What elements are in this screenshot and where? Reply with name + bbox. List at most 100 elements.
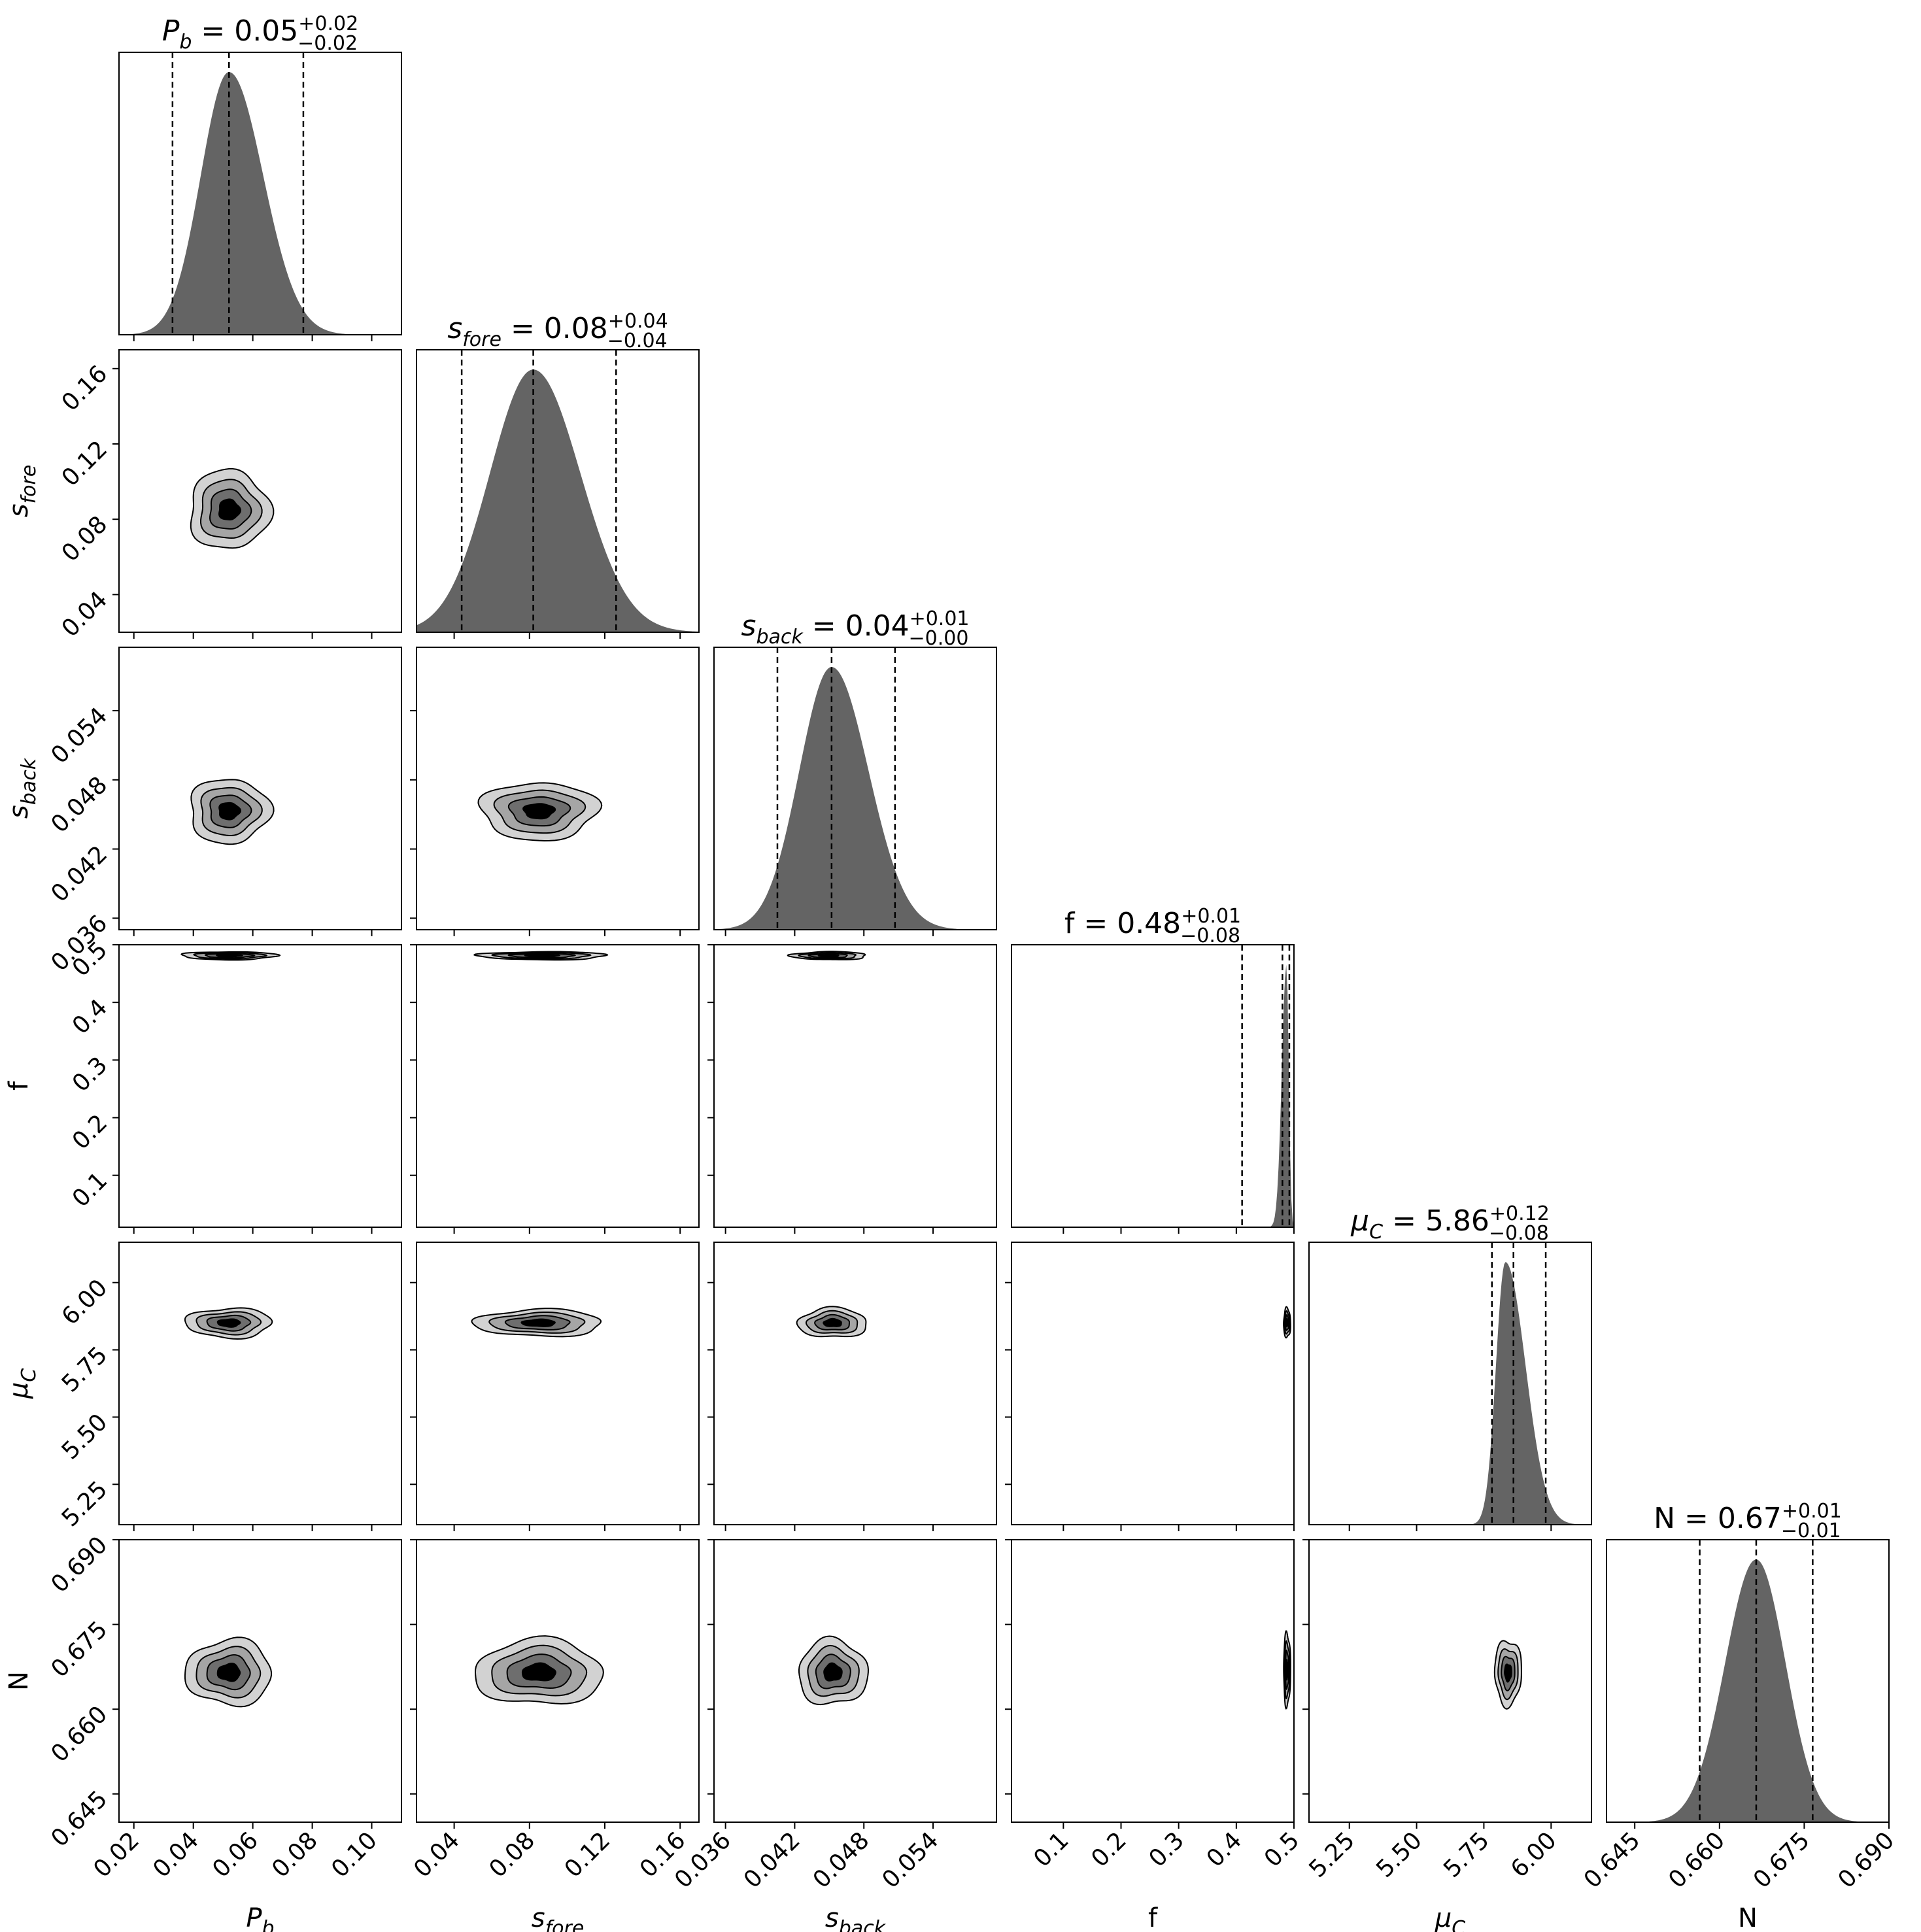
contour-level-4: [1285, 1317, 1289, 1328]
title-value: f = 0.48: [1064, 907, 1181, 940]
y-tick-label: 0.1: [67, 1167, 112, 1212]
panel-frame: [118, 1242, 402, 1525]
histogram-fill: [714, 667, 996, 930]
contour-level-4: [1504, 1663, 1512, 1683]
x-tick-label: 0.08: [484, 1827, 540, 1883]
title-value: = 0.04: [812, 609, 910, 643]
contour-level-4: [823, 1317, 842, 1327]
y-tick-label: 0.690: [46, 1531, 112, 1598]
x-tick-label: 0.06: [207, 1827, 264, 1883]
title-value: = 0.08: [511, 312, 608, 345]
panel-title-N: N = 0.67+0.01 −0.01: [1654, 1500, 1842, 1542]
contour-level-4: [522, 803, 556, 820]
histogram-fill: [1606, 1559, 1889, 1822]
title-plus-err: +0.02: [298, 12, 358, 35]
panel-frame: [118, 1539, 402, 1823]
x-tick-label: 0.02: [88, 1827, 144, 1883]
title-minus-err: −0.04: [607, 330, 668, 352]
y-axis-label-N: N: [4, 1671, 34, 1691]
joint-panel-sfore-sback: [410, 647, 700, 936]
joint-panel-Pb-f: 0.10.20.30.40.5f: [4, 936, 402, 1234]
title-value: N = 0.67: [1654, 1502, 1782, 1535]
axis-label-main: P: [162, 14, 180, 48]
panel-frame: [713, 944, 997, 1228]
joint-panel-sback-f: [707, 944, 997, 1234]
x-tick-label: 0.660: [1663, 1827, 1730, 1893]
x-axis-label-sback: sback: [825, 1903, 887, 1932]
joint-panel-sback-muC: [707, 1242, 997, 1531]
x-tick-label: 0.675: [1748, 1827, 1815, 1893]
y-tick-label: 5.75: [57, 1342, 113, 1398]
x-axis-label-sfore: sfore: [532, 1903, 585, 1932]
axis-label-main: μ: [1350, 1204, 1369, 1238]
x-tick-label: 0.12: [560, 1827, 616, 1883]
contour-level-4: [216, 954, 244, 958]
panel-frame: [713, 647, 997, 930]
title-minus-err: −0.01: [1781, 1519, 1841, 1542]
title-value: = 0.05: [201, 14, 298, 48]
histogram-fill: [1309, 1262, 1591, 1525]
y-axis-label-f: f: [4, 1081, 34, 1091]
x-tick-label: 0.054: [877, 1827, 944, 1893]
axis-label-sub: b: [179, 31, 192, 54]
y-tick-label: 0.042: [46, 841, 112, 907]
joint-panel-sfore-f: [410, 944, 700, 1234]
joint-panel-Pb-sfore: 0.04 0.08 0.12 0.16 sfore: [4, 349, 402, 643]
panel-frame: [118, 52, 402, 335]
panel-frame: [1011, 1242, 1295, 1525]
axis-label-main: μ: [1435, 1903, 1452, 1932]
y-tick-label: 0.645: [46, 1786, 112, 1852]
panel-frame: [713, 1539, 997, 1823]
panel-frame: [118, 647, 402, 930]
panel-frame: [713, 1242, 997, 1525]
contour-level-4: [216, 1318, 241, 1328]
histogram-fill: [119, 72, 401, 335]
axis-label-sub: C: [1369, 1221, 1383, 1244]
x-tick-label: 0.04: [409, 1827, 465, 1883]
y-tick-label: 0.12: [57, 435, 113, 492]
axis-label-sub: back: [756, 626, 804, 649]
y-tick-label: 0.16: [57, 360, 113, 416]
joint-panel-Pb-muC: 5.25 5.50 5.75 6.00 μC: [4, 1242, 402, 1532]
title-minus-err: −0.08: [1180, 924, 1240, 947]
panel-title-muC: μC = 5.86+0.12 −0.08: [1350, 1202, 1550, 1245]
axis-label-main: f: [4, 1081, 34, 1091]
axis-label-main: s: [532, 1903, 545, 1932]
panel-frame: [118, 944, 402, 1228]
axis-label-main: N: [1738, 1903, 1758, 1932]
axis-label-sub: back: [18, 757, 41, 805]
y-tick-label: 0.054: [46, 702, 112, 769]
contour-level-4: [1285, 1659, 1289, 1681]
y-tick-label: 0.04: [57, 586, 113, 643]
panel-frame: [416, 647, 700, 930]
panel-title-sfore: sfore = 0.08+0.04 −0.04: [447, 310, 668, 352]
axis-label-main: μ: [4, 1382, 34, 1399]
axis-label-sub: back: [839, 1917, 887, 1932]
title-plus-err: +0.01: [910, 607, 970, 630]
x-tick-label: 0.3: [1144, 1827, 1189, 1872]
panel-frame: [1011, 1539, 1295, 1823]
x-axis-label-f: f: [1148, 1903, 1158, 1932]
axis-label-main: s: [825, 1903, 839, 1932]
x-axis-label-Pb: Pb: [246, 1903, 274, 1932]
axis-label-sub: b: [262, 1917, 275, 1932]
panel-frame: [416, 1242, 700, 1525]
x-tick-label: 0.4: [1202, 1827, 1247, 1872]
y-tick-label: 0.3: [67, 1052, 112, 1097]
x-tick-label: 0.08: [267, 1827, 323, 1883]
y-tick-label: 0.048: [46, 771, 112, 838]
axis-label-main: P: [246, 1903, 262, 1932]
contour-level-4: [524, 954, 561, 958]
panel-title-sback: sback = 0.04+0.01 −0.00: [741, 607, 970, 650]
panel-frame: [416, 944, 700, 1228]
x-tick-label: 0.10: [326, 1827, 382, 1883]
x-tick-label: 5.50: [1371, 1827, 1427, 1883]
contour-level-4: [817, 954, 840, 958]
x-tick-label: 0.04: [148, 1827, 204, 1883]
marginal-panel-Pb: Pb = 0.05+0.02 −0.02: [118, 12, 402, 341]
panel-frame: [1308, 1242, 1592, 1525]
